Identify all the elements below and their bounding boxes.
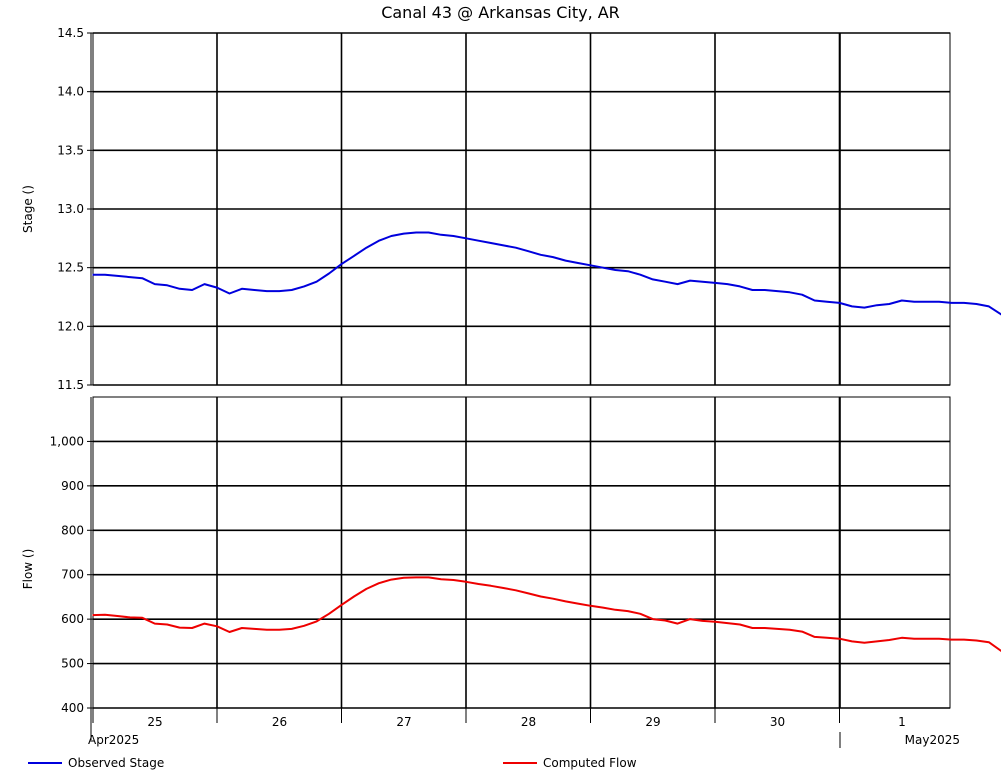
month-label-apr: Apr2025 [88,733,139,747]
x-tick-label: 26 [272,715,287,729]
flow-tick-label: 900 [61,479,84,493]
computed-flow-swatch [503,762,537,764]
legend-label: Computed Flow [543,756,637,770]
stage-tick-label: 11.5 [57,378,84,392]
stage-tick-label: 13.0 [57,202,84,216]
chart-title: Canal 43 @ Arkansas City, AR [381,3,620,22]
observed-stage-swatch [28,762,62,764]
x-tick-label: 27 [396,715,411,729]
x-tick-label: 1 [898,715,906,729]
flow-panel: 400 500 600 700 800 900 1,000 [50,396,1001,715]
legend-item-observed-stage: Observed Stage [28,756,164,770]
flow-tick-label: 600 [61,612,84,626]
x-tick-label: 29 [645,715,660,729]
flow-axis-label: Flow () [21,548,35,590]
x-tick-label: 28 [521,715,536,729]
stage-tick-label: 12.0 [57,319,84,333]
flow-tick-label: 800 [61,523,84,537]
legend-label: Observed Stage [68,756,165,770]
stage-series-line [92,231,1001,316]
stage-axis-label: Stage () [21,185,35,233]
stage-tick-label: 12.5 [57,261,84,275]
legend-item-computed-flow: Computed Flow [503,756,637,770]
x-axis: 25 26 27 28 29 30 1 Apr2025 May2025 [88,708,960,748]
flow-plot-frame [92,396,951,709]
flow-tick-label: 700 [61,568,84,582]
month-label-may: May2025 [905,733,960,747]
x-tick-label: 25 [147,715,162,729]
flow-tick-label: 500 [61,657,84,671]
flow-series-line [92,576,1001,653]
x-tick-label: 30 [770,715,785,729]
flow-tick-label: 1,000 [50,434,84,448]
stage-tick-label: 14.5 [57,26,84,40]
flow-tick-label: 400 [61,701,84,715]
stage-panel: 11.5 12.0 12.5 13.0 13.5 14.0 14.5 [57,26,1001,392]
stage-tick-label: 13.5 [57,143,84,157]
stage-tick-label: 14.0 [57,85,84,99]
